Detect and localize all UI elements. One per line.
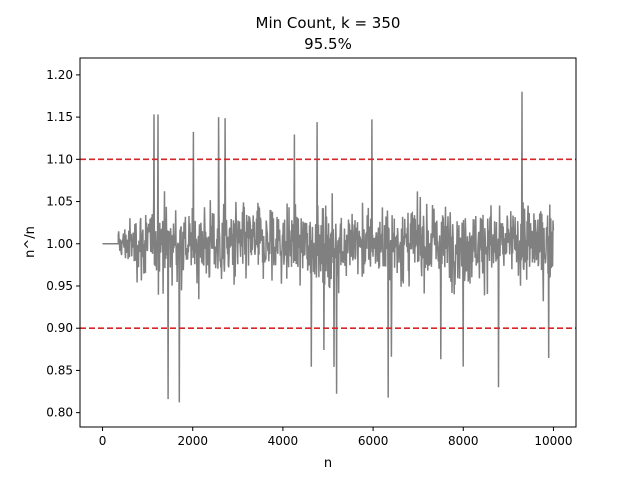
y-tick-label: 1.10 bbox=[46, 152, 73, 166]
y-axis-label: n^/n bbox=[23, 226, 38, 258]
plot-frame bbox=[79, 57, 577, 428]
x-axis: 0 2000 4000 6000 8000 10000 bbox=[99, 427, 573, 448]
x-tick-label: 8000 bbox=[448, 434, 479, 448]
chart-subtitle: 95.5% bbox=[304, 35, 352, 53]
y-tick-label: 0.85 bbox=[46, 363, 73, 377]
y-tick-label: 0.80 bbox=[46, 406, 73, 420]
series-line bbox=[102, 91, 555, 403]
y-tick-label: 1.05 bbox=[46, 195, 73, 209]
y-axis: 0.80 0.85 0.90 0.95 1.00 1.05 1.10 1.15 1.20 bbox=[46, 68, 80, 420]
y-tick-label: 1.20 bbox=[46, 68, 73, 82]
y-tick-label: 0.90 bbox=[46, 321, 73, 335]
x-tick-label: 6000 bbox=[358, 434, 389, 448]
x-tick-label: 0 bbox=[99, 434, 107, 448]
chart-title: Min Count, k = 350 bbox=[256, 14, 401, 32]
y-tick-label: 1.15 bbox=[46, 110, 73, 124]
y-tick-label: 0.95 bbox=[46, 279, 73, 293]
x-tick-label: 4000 bbox=[268, 434, 299, 448]
x-axis-label: n bbox=[324, 456, 332, 471]
x-tick-label: 2000 bbox=[177, 434, 208, 448]
plot-content bbox=[80, 91, 576, 403]
x-tick-label: 10000 bbox=[534, 434, 572, 448]
y-tick-label: 1.00 bbox=[46, 237, 73, 251]
